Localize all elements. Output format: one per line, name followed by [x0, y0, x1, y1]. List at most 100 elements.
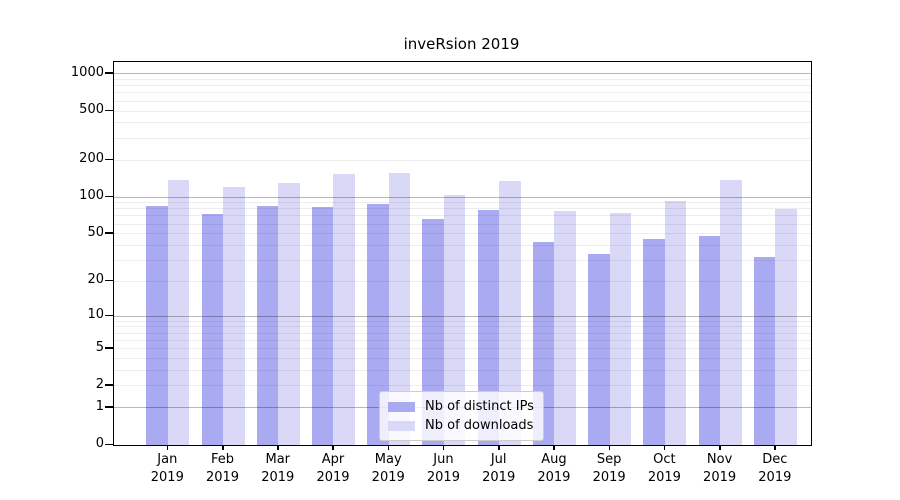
y-tick-label-500: 500	[79, 102, 104, 118]
y-tick-label-20: 20	[87, 272, 104, 288]
legend-swatch-downloads	[388, 420, 415, 431]
gridline-700	[114, 92, 811, 94]
x-tick-year: 2019	[371, 469, 405, 485]
x-tick-month: Jan	[157, 452, 178, 467]
bar-distinct-ips-apr	[311, 206, 334, 445]
gridline-60	[114, 223, 811, 225]
gridline-500	[114, 110, 811, 112]
bar-downloads-jan	[167, 180, 190, 445]
gridline-3	[114, 370, 811, 372]
y-tick-mark-2	[105, 384, 113, 386]
x-tick-label-oct: Oct 2019	[632, 451, 696, 486]
gridline-90	[114, 202, 811, 204]
bar-downloads-nov	[720, 179, 742, 445]
bar-distinct-ips-may	[367, 203, 389, 445]
x-tick-year: 2019	[426, 469, 460, 485]
x-tick-month: Jun	[433, 452, 454, 467]
x-tick-label-dec: Dec 2019	[743, 451, 807, 486]
bar-distinct-ips-nov	[698, 235, 721, 445]
x-tick-year: 2019	[592, 469, 626, 485]
x-tick-year: 2019	[261, 469, 295, 485]
gridline-80	[114, 208, 811, 210]
legend-item-downloads: Nb of downloads	[388, 416, 534, 435]
x-tick-mark-jan	[166, 445, 169, 450]
x-tick-label-sep: Sep 2019	[577, 451, 641, 486]
gridline-10	[114, 315, 811, 317]
gridline-7	[114, 332, 811, 334]
gridline-2	[114, 385, 811, 387]
y-tick-label-1: 1	[95, 398, 104, 414]
bar-distinct-ips-jun	[422, 219, 444, 445]
gridline-100	[114, 196, 811, 198]
x-tick-month: Feb	[211, 452, 235, 467]
x-tick-month: Nov	[706, 452, 733, 467]
gridline-600	[114, 100, 811, 102]
gridline-200	[114, 159, 811, 161]
y-tick-mark-200	[105, 158, 113, 161]
x-tick-year: 2019	[647, 469, 681, 485]
legend-label-downloads: Nb of downloads	[425, 418, 534, 433]
x-tick-month: Mar	[265, 452, 291, 467]
bar-distinct-ips-feb	[201, 213, 224, 445]
y-tick-mark-500	[105, 109, 113, 112]
gridline-30	[114, 260, 811, 262]
bar-distinct-ips-mar	[256, 205, 279, 445]
x-tick-label-jun: Jun 2019	[411, 451, 475, 486]
x-tick-label-nov: Nov 2019	[688, 451, 752, 486]
x-tick-year: 2019	[150, 469, 184, 485]
x-tick-label-aug: Aug 2019	[522, 451, 586, 486]
gridline-1000	[114, 73, 811, 75]
gridline-300	[114, 137, 811, 139]
gridline-4	[114, 358, 811, 360]
x-tick-label-may: May 2019	[356, 451, 420, 486]
x-tick-month: Aug	[541, 452, 567, 467]
bar-downloads-may	[388, 173, 411, 445]
x-tick-label-mar: Mar 2019	[246, 451, 310, 486]
x-tick-year: 2019	[205, 469, 240, 485]
gridline-50	[114, 233, 811, 235]
x-tick-mark-jul	[498, 445, 500, 450]
x-tick-mark-sep	[608, 445, 611, 450]
x-tick-label-jan: Jan 2019	[135, 451, 199, 486]
gridline-5	[114, 348, 811, 350]
gridline-8	[114, 326, 811, 328]
x-tick-month: May	[374, 452, 402, 467]
y-tick-label-0: 0	[95, 436, 104, 451]
gridline-400	[114, 122, 811, 124]
y-tick-label-5: 5	[95, 339, 104, 355]
gridline-20	[114, 280, 811, 282]
y-tick-mark-20	[105, 279, 113, 282]
bar-downloads-jun	[443, 195, 466, 445]
bar-distinct-ips-jan	[146, 205, 168, 445]
y-tick-label-100: 100	[79, 188, 104, 204]
bar-distinct-ips-dec	[753, 257, 776, 445]
x-tick-month: Sep	[596, 452, 622, 467]
x-tick-year: 2019	[537, 469, 571, 485]
bar-distinct-ips-sep	[588, 253, 610, 445]
y-tick-mark-100	[105, 195, 113, 198]
bar-distinct-ips-jul	[477, 209, 500, 445]
gridline-70	[114, 215, 811, 217]
x-tick-month: Oct	[653, 452, 676, 467]
gridline-900	[114, 79, 811, 80]
bar-downloads-jul	[499, 181, 521, 445]
chart-title: inveRsion 2019	[403, 35, 520, 53]
y-tick-mark-10	[105, 314, 113, 317]
y-tick-mark-0	[105, 443, 113, 445]
x-tick-mark-aug	[553, 445, 555, 450]
x-tick-label-apr: Apr 2019	[301, 451, 365, 486]
x-tick-month: Jul	[490, 452, 507, 467]
x-tick-year: 2019	[316, 469, 350, 485]
x-tick-mark-nov	[719, 445, 721, 450]
legend-swatch-distinct-ips	[388, 401, 415, 412]
x-tick-year: 2019	[703, 469, 737, 485]
gridline-800	[114, 85, 811, 87]
bar-downloads-sep	[609, 213, 632, 445]
x-tick-mark-feb	[222, 445, 224, 450]
x-tick-mark-jun	[442, 445, 445, 450]
y-tick-mark-1	[105, 406, 113, 408]
bar-downloads-feb	[223, 186, 245, 445]
bar-downloads-oct	[664, 201, 687, 445]
legend-item-distinct-ips: Nb of distinct IPs	[388, 397, 534, 416]
